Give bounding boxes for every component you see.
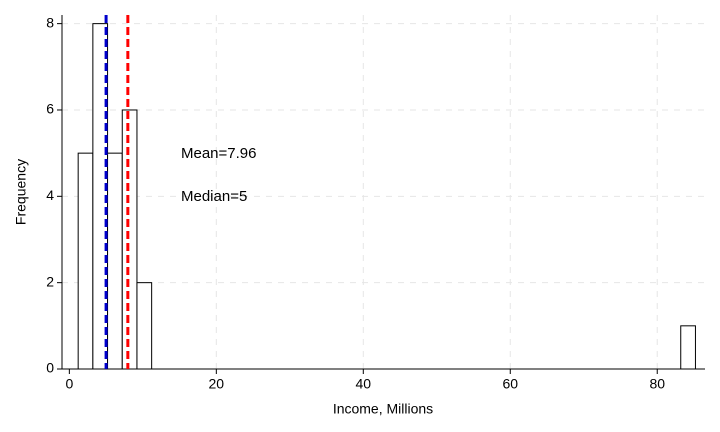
y-axis-title: Frequency <box>13 159 29 225</box>
x-tick-label: 20 <box>209 376 225 392</box>
bar <box>77 152 94 370</box>
median-annotation: Median=5 <box>181 188 247 205</box>
x-tick-label: 40 <box>356 376 372 392</box>
x-tick-label: 60 <box>502 376 518 392</box>
bar <box>680 325 696 370</box>
y-tick-label: 2 <box>46 273 54 289</box>
y-tick-label: 4 <box>46 187 54 203</box>
bar <box>121 109 138 370</box>
mean-annotation: Mean=7.96 <box>181 145 256 162</box>
bar <box>136 282 153 370</box>
y-tick-label: 0 <box>46 360 54 376</box>
x-axis-title: Income, Millions <box>333 401 433 417</box>
x-tick-label: 0 <box>65 376 73 392</box>
y-tick-label: 8 <box>46 14 54 30</box>
bar <box>107 152 123 370</box>
x-tick-label: 80 <box>649 376 665 392</box>
y-tick-label: 6 <box>46 101 54 117</box>
